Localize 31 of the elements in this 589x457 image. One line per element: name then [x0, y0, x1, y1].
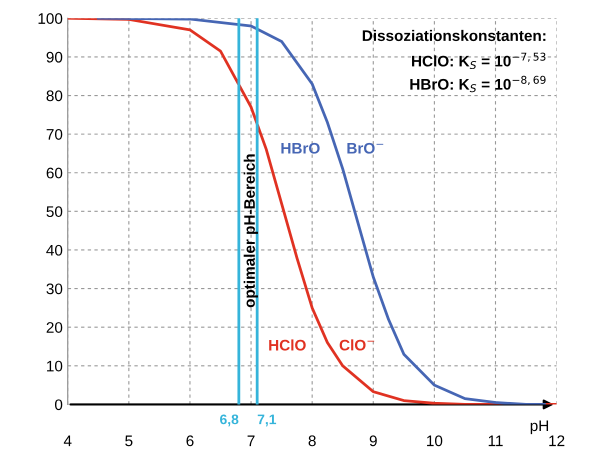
x-axis-title: pH — [530, 420, 548, 434]
y-tick-label: 70 — [46, 128, 62, 140]
y-tick-label: 80 — [46, 90, 62, 102]
y-tick-label: 30 — [46, 283, 62, 294]
x-tick-label: 4 — [64, 436, 72, 446]
x-tick-label: 5 — [125, 436, 132, 446]
x-tick-label: 6 — [186, 435, 194, 446]
annotation: HBrO — [281, 142, 320, 154]
y-tick-label: 40 — [46, 244, 62, 256]
y-tick-label: 10 — [47, 360, 62, 372]
annotation: BrO$^{−}$ — [347, 142, 384, 154]
annotation: Dissoziationskonstanten: — [362, 30, 546, 42]
annotation: ClO$^{−}$ — [340, 339, 374, 351]
y-tick-label: 20 — [46, 322, 62, 333]
x-tick-label: 10 — [427, 435, 442, 446]
y-tick-label: 0 — [54, 399, 62, 410]
x-tick-label: 12 — [549, 435, 564, 446]
annotation: HClO — [269, 339, 306, 351]
ref-line-label: 7,1 — [258, 414, 276, 426]
x-tick-label: 9 — [370, 435, 377, 446]
y-tick-label: 100 — [38, 13, 62, 24]
x-tick-label: 7 — [248, 436, 255, 446]
annotation: HClO: K$_{S}$ = 10$^{−7,53}$ — [412, 52, 546, 70]
x-tick-label: 8 — [308, 435, 316, 446]
annotation: HBrO: K$_{S}$ = 10$^{−8,69}$ — [410, 76, 546, 92]
y-tick-label: 90 — [46, 52, 62, 63]
ref-line-label: 6,8 — [220, 414, 238, 426]
y-tick-label: 60 — [46, 168, 62, 178]
x-tick-label: 11 — [488, 436, 503, 446]
y-tick-label: 50 — [46, 206, 62, 218]
annotation: optimaler pH-Bereich — [244, 154, 258, 308]
